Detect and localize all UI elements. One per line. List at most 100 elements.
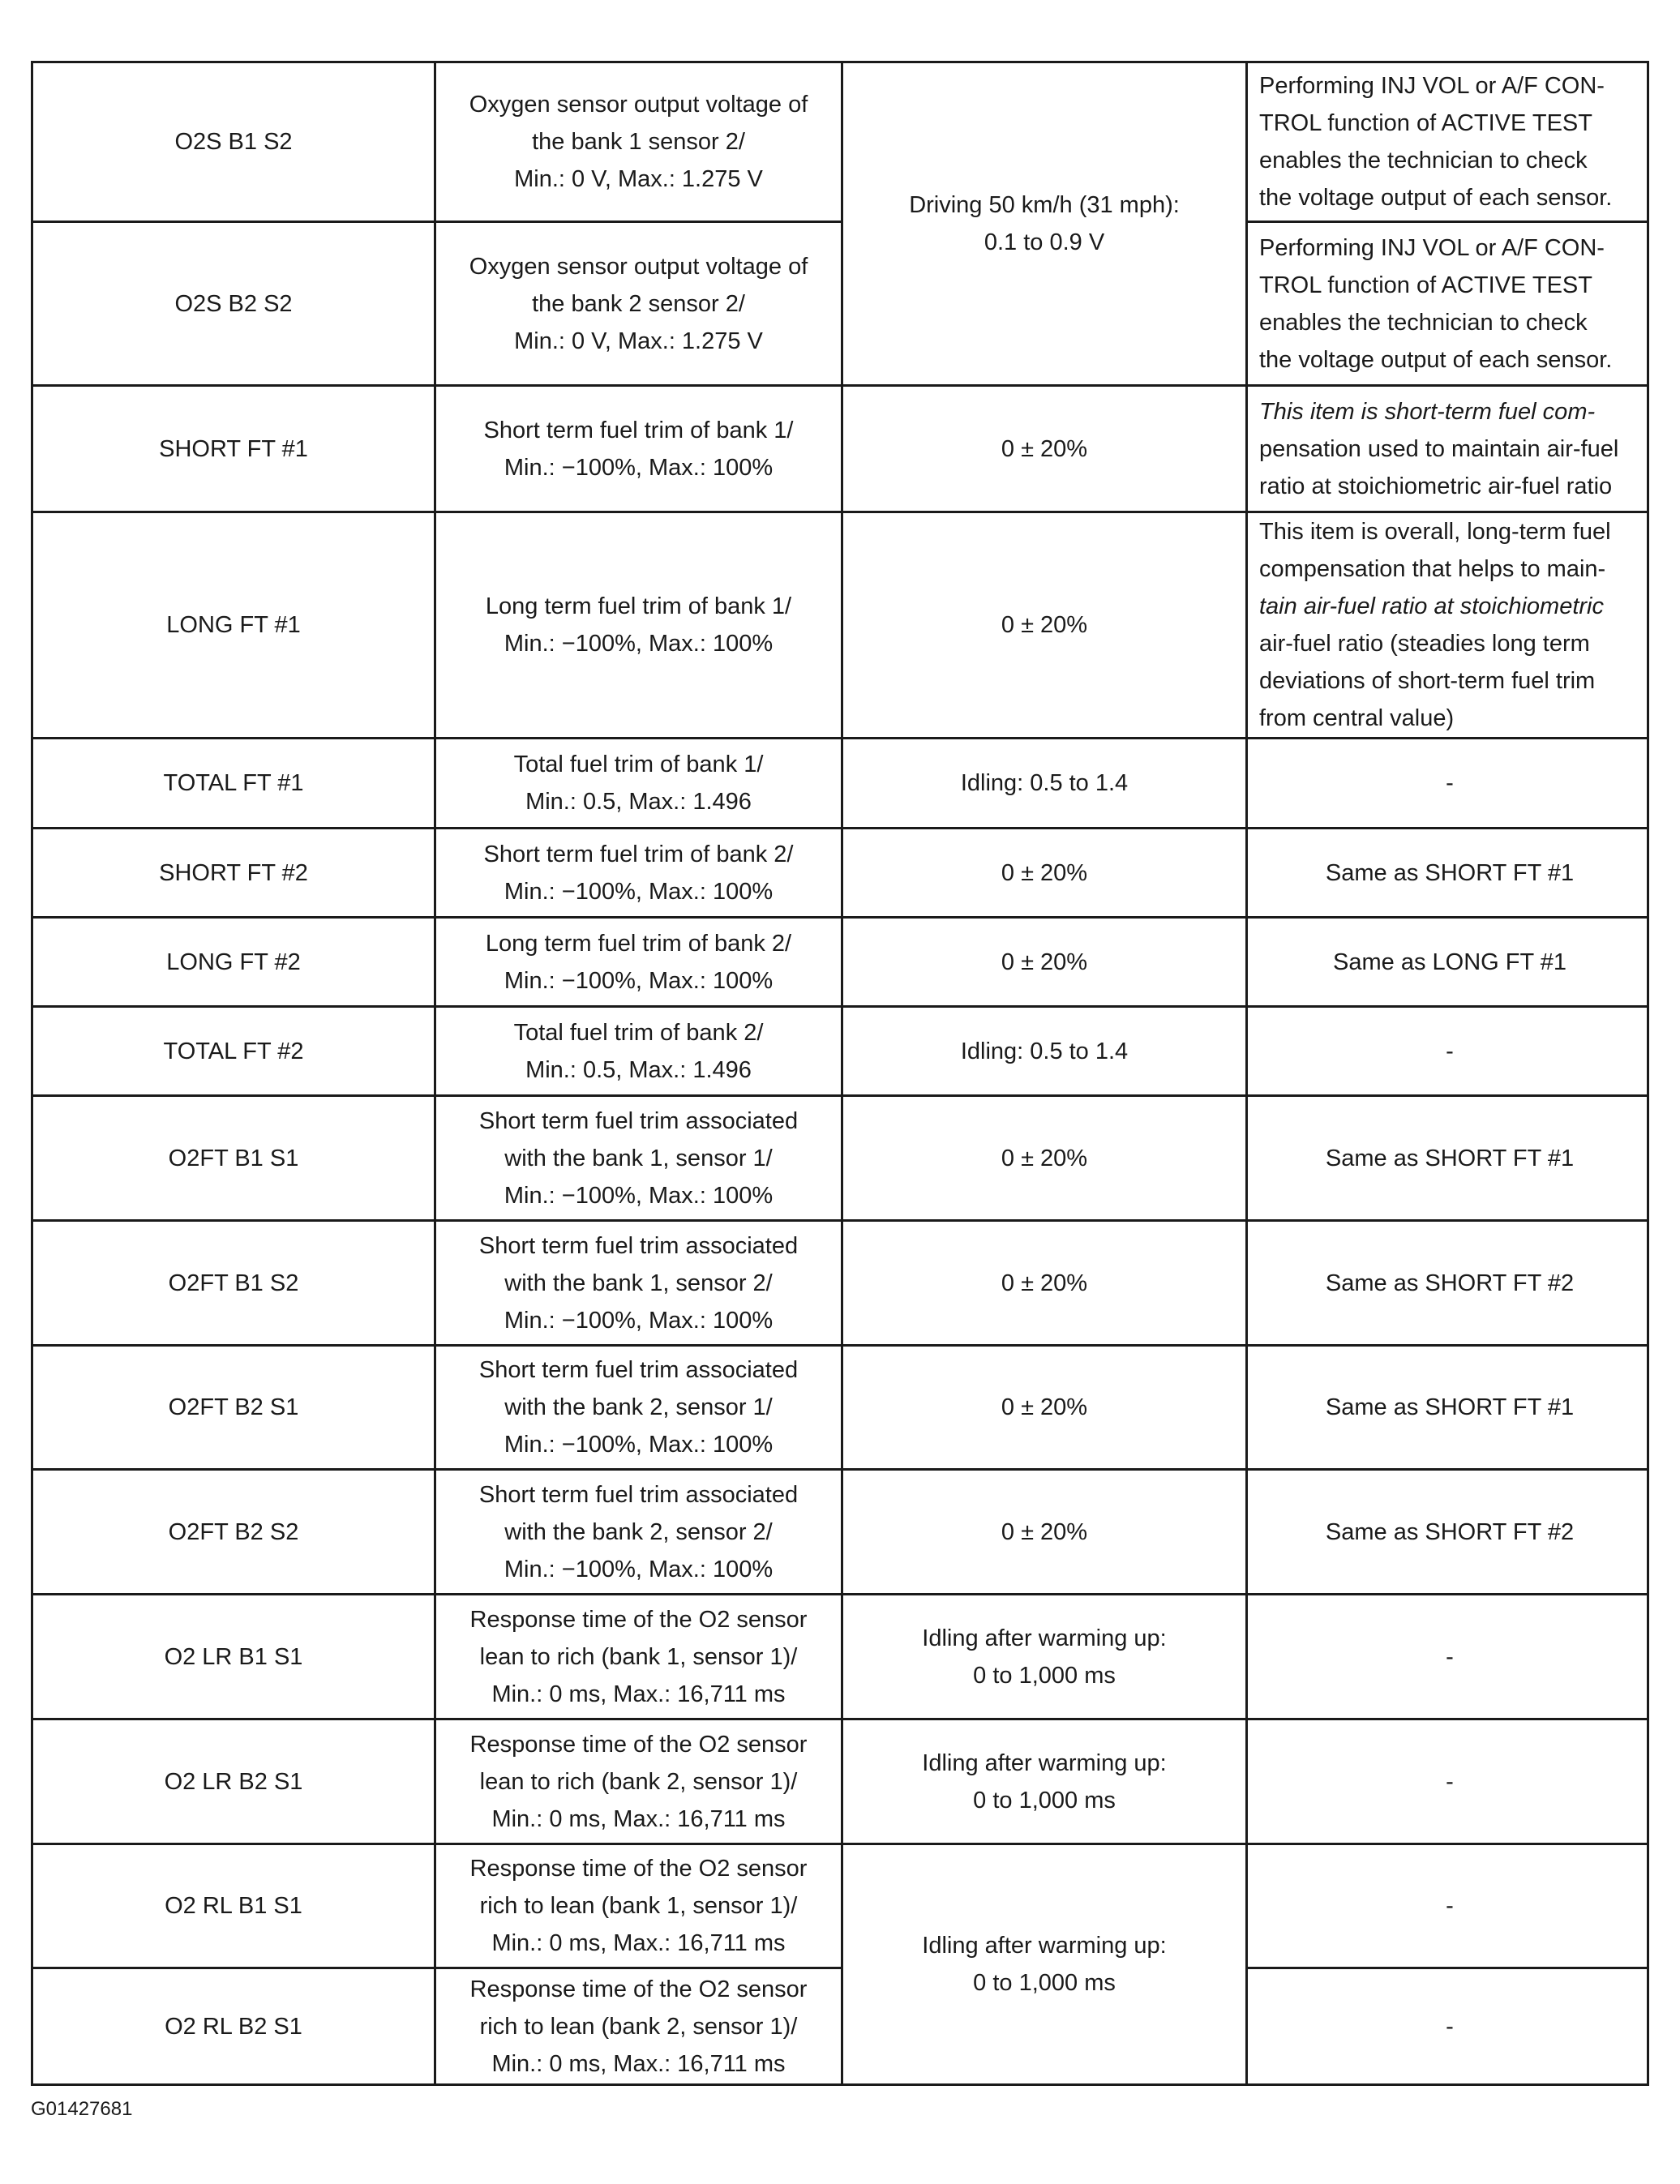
item-cell: TOTAL FT #1 bbox=[31, 737, 436, 829]
normal-condition-cell-line: Idling: 0.5 to 1.4 bbox=[960, 1038, 1129, 1064]
diagnostic-note-cell-line: - bbox=[1446, 2013, 1454, 2040]
description-cell: Oxygen sensor output voltage of the bank … bbox=[434, 61, 843, 223]
diagnostic-note-cell-line: Performing INJ VOL or A/F CON- bbox=[1259, 73, 1605, 99]
normal-condition-cell: 0 ± 20% bbox=[841, 384, 1248, 513]
diagnostic-note-cell-line: TROL function of ACTIVE TEST bbox=[1259, 272, 1592, 298]
normal-condition-cell: 0 ± 20% bbox=[841, 1344, 1248, 1471]
diagnostic-note-cell: - bbox=[1245, 1005, 1649, 1097]
description-cell: Response time of the O2 sensor lean to ri… bbox=[434, 1718, 843, 1845]
description-cell-line: Total fuel trim of bank 1/ bbox=[513, 752, 764, 777]
description-cell-line: Short term fuel trim associated bbox=[478, 1107, 799, 1134]
normal-condition-cell-line: 0 to 1,000 ms bbox=[973, 1662, 1116, 1689]
description-cell-line: Min.: −100%, Max.: 100% bbox=[504, 1182, 774, 1209]
diagnostic-note-cell-line: deviations of short-term fuel trim bbox=[1259, 668, 1596, 694]
normal-condition-cell: Driving 50 km/h (31 mph): 0.1 to 0.9 V bbox=[841, 61, 1248, 387]
diagnostic-note-cell-line: Same as SHORT FT #1 bbox=[1325, 1145, 1575, 1171]
normal-condition-cell: 0 ± 20% bbox=[841, 916, 1248, 1008]
table-row: O2 RL B2 S1 Response time of the O2 senso… bbox=[31, 1967, 1649, 2086]
description-cell: Short term fuel trim associated with the … bbox=[434, 1094, 843, 1222]
diagnostic-note-cell-line: Same as SHORT FT #2 bbox=[1325, 1518, 1575, 1545]
normal-condition-cell: 0 ± 20% bbox=[841, 827, 1248, 919]
description-cell-line: Response time of the O2 sensor bbox=[469, 1976, 808, 2002]
description-cell: Response time of the O2 sensor rich to le… bbox=[434, 1967, 843, 2086]
normal-condition-cell: Idling after warming up: 0 to 1,000 ms bbox=[841, 1843, 1248, 2086]
item-cell: O2FT B2 S2 bbox=[31, 1468, 436, 1595]
description-cell: Long term fuel trim of bank 1/Min.: −100… bbox=[434, 511, 843, 739]
item-cell: O2 RL B1 S1 bbox=[31, 1843, 436, 1969]
description-cell-line: lean to rich (bank 2, sensor 1)/ bbox=[479, 1768, 798, 1795]
diagnostic-note-cell-line: Same as LONG FT #1 bbox=[1333, 949, 1566, 975]
description-cell-line: Short term fuel trim associated bbox=[478, 1481, 799, 1508]
table-row: SHORT FT #1 Short term fuel trim of bank … bbox=[31, 384, 1649, 513]
description-cell-line: Response time of the O2 sensor bbox=[469, 1856, 808, 1882]
diagnostic-note-cell: Same as SHORT FT #1 bbox=[1245, 1344, 1649, 1471]
description-cell: Response time of the O2 sensor rich to le… bbox=[434, 1843, 843, 1969]
description-cell: Long term fuel trim of bank 2/Min.: −100… bbox=[434, 916, 843, 1008]
diagnostic-note-cell: Performing INJ VOL or A/F CON- TROL funct… bbox=[1245, 61, 1649, 223]
description-cell: Short term fuel trim associated with the … bbox=[434, 1219, 843, 1347]
description-cell-line: Long term fuel trim of bank 1/ bbox=[485, 593, 792, 619]
normal-condition-cell-line: Idling after warming up: bbox=[922, 1625, 1167, 1651]
description-cell-line: Min.: −100%, Max.: 100% bbox=[504, 878, 774, 905]
diagnostic-note-cell: This item is short-term fuel com-pensati… bbox=[1245, 384, 1649, 513]
description-cell-line: Min.: 0 ms, Max.: 16,711 ms bbox=[491, 1930, 786, 1956]
table-row: O2 RL B1 S1 Response time of the O2 senso… bbox=[31, 1843, 1649, 2086]
diagnostic-note-cell-line: pensation used to maintain air-fuel bbox=[1259, 435, 1619, 462]
description-cell: Short term fuel trim associated with the … bbox=[434, 1344, 843, 1471]
diagnostic-note-cell: This item is overall, long-term fuel comp… bbox=[1245, 511, 1649, 739]
description-cell-line: Min.: −100%, Max.: 100% bbox=[504, 1556, 774, 1582]
description-cell: Short term fuel trim associated with the … bbox=[434, 1468, 843, 1595]
description-cell-line: Min.: −100%, Max.: 100% bbox=[504, 1432, 774, 1458]
description-cell-line: Min.: 0 V, Max.: 1.275 V bbox=[514, 166, 763, 192]
diagnostic-note-cell-line: This item is short-term fuel com- bbox=[1259, 398, 1596, 425]
description-cell-line: Short term fuel trim of bank 2/ bbox=[483, 841, 794, 867]
item-cell: O2S B1 S2 bbox=[31, 61, 436, 223]
item-cell: O2FT B2 S1 bbox=[31, 1344, 436, 1471]
diagnostic-note-cell: Same as LONG FT #1 bbox=[1245, 916, 1649, 1008]
description-cell: Short term fuel trim of bank 1/Min.: −10… bbox=[434, 384, 843, 513]
diagnostic-note-cell-line: the voltage output of each sensor. bbox=[1259, 185, 1613, 211]
description-cell: Oxygen sensor output voltage of the bank … bbox=[434, 221, 843, 387]
description-cell-line: Short term fuel trim associated bbox=[478, 1232, 799, 1259]
description-cell-line: Min.: 0 ms, Max.: 16,711 ms bbox=[491, 2050, 786, 2077]
description-cell-line: with the bank 2, sensor 2/ bbox=[504, 1518, 773, 1545]
normal-condition-cell: 0 ± 20% bbox=[841, 1468, 1248, 1595]
description-cell-line: Min.: −100%, Max.: 100% bbox=[504, 1307, 774, 1334]
description-cell-line: Total fuel trim of bank 2/ bbox=[513, 1019, 764, 1046]
normal-condition-cell-line: 0 to 1,000 ms bbox=[973, 1787, 1116, 1814]
table-row: O2FT B2 S1 Short term fuel trim associate… bbox=[31, 1344, 1649, 1471]
table-row: TOTAL FT #2 Total fuel trim of bank 2/Min… bbox=[31, 1005, 1649, 1097]
table-row: O2FT B1 S2 Short term fuel trim associate… bbox=[31, 1219, 1649, 1347]
normal-condition-cell: Idling: 0.5 to 1.4 bbox=[841, 737, 1248, 829]
normal-condition-cell: Idling after warming up: 0 to 1,000 ms bbox=[841, 1593, 1248, 1720]
item-cell: LONG FT #1 bbox=[31, 511, 436, 739]
description-cell-line: Min.: 0.5, Max.: 1.496 bbox=[525, 1056, 752, 1083]
item-cell: LONG FT #2 bbox=[31, 916, 436, 1008]
item-cell: SHORT FT #2 bbox=[31, 827, 436, 919]
normal-condition-cell-line: Idling: 0.5 to 1.4 bbox=[960, 770, 1129, 796]
diagnostic-note-cell-line: Performing INJ VOL or A/F CON- bbox=[1259, 234, 1605, 261]
description-cell-line: rich to lean (bank 2, sensor 1)/ bbox=[479, 2013, 798, 2040]
item-cell: O2 LR B2 S1 bbox=[31, 1718, 436, 1845]
description-cell-line: Min.: 0 ms, Max.: 16,711 ms bbox=[491, 1805, 786, 1832]
diagnostic-note-cell-line: air-fuel ratio (steadies long term bbox=[1259, 631, 1590, 657]
diagnostic-note-cell-line: This item is overall, long-term fuel bbox=[1259, 519, 1611, 545]
diagnostic-note-cell: - bbox=[1245, 1718, 1649, 1845]
diagnostic-note-cell-line: TROL function of ACTIVE TEST bbox=[1259, 110, 1592, 136]
table-row: O2 LR B1 S1 Response time of the O2 senso… bbox=[31, 1593, 1649, 1720]
description-cell-line: Long term fuel trim of bank 2/ bbox=[485, 930, 792, 957]
normal-condition-cell-line: 0 ± 20% bbox=[1001, 435, 1088, 462]
normal-condition-cell-line: 0 ± 20% bbox=[1001, 1518, 1088, 1545]
description-cell-line: with the bank 1, sensor 1/ bbox=[504, 1145, 773, 1171]
table-row: TOTAL FT #1 Total fuel trim of bank 1/Min… bbox=[31, 737, 1649, 829]
description-cell-line: Min.: 0 V, Max.: 1.275 V bbox=[514, 328, 763, 354]
data-list-table: O2S B1 S2 Oxygen sensor output voltage of… bbox=[31, 61, 1649, 2086]
table-row: O2S B1 S2 Oxygen sensor output voltage of… bbox=[31, 61, 1649, 387]
normal-condition-cell-line: 0 ± 20% bbox=[1001, 612, 1088, 638]
item-cell: O2FT B1 S2 bbox=[31, 1219, 436, 1347]
normal-condition-cell-line: 0 ± 20% bbox=[1001, 859, 1088, 886]
diagnostic-note-cell: - bbox=[1245, 1843, 1649, 1969]
item-cell: O2S B2 S2 bbox=[31, 221, 436, 387]
description-cell-line: rich to lean (bank 1, sensor 1)/ bbox=[479, 1893, 798, 1919]
diagnostic-note-cell-line: - bbox=[1446, 1038, 1454, 1064]
